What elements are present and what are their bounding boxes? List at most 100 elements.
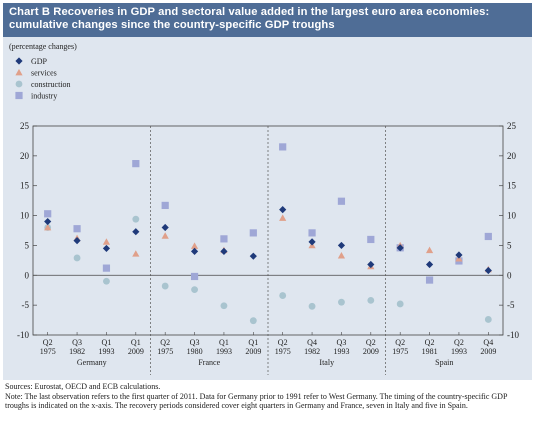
y-unit-label: (percentage changes) <box>9 42 77 51</box>
x-group-label: Spain <box>435 358 453 367</box>
x-group-label: Italy <box>319 358 334 367</box>
x-tick-quarter: Q2 <box>43 338 53 347</box>
point-GDP <box>220 247 228 255</box>
point-construction <box>132 215 140 223</box>
x-tick-year: 1993 <box>333 347 349 356</box>
chart-notes: Sources: Eurostat, OECD and ECB calculat… <box>5 382 530 411</box>
point-services <box>190 242 199 249</box>
legend-marker-GDP <box>15 57 23 65</box>
x-tick-year: 1993 <box>98 347 114 356</box>
point-GDP <box>190 247 199 255</box>
point-construction <box>73 254 81 262</box>
point-construction <box>338 298 345 306</box>
point-industry <box>337 197 346 205</box>
x-tick-year: 1982 <box>69 347 85 356</box>
x-tick-year: 1993 <box>216 347 232 356</box>
point-GDP <box>132 228 140 236</box>
point-services <box>132 250 140 257</box>
point-GDP <box>425 260 434 269</box>
point-GDP <box>73 237 81 245</box>
point-GDP <box>484 266 492 275</box>
point-industry <box>161 201 169 210</box>
point-construction <box>367 296 375 304</box>
point-industry <box>44 210 52 218</box>
point-construction <box>249 317 257 325</box>
x-tick-year: 2009 <box>128 347 144 356</box>
x-group-label: France <box>198 358 220 367</box>
y-tick-label-left: 20 <box>20 151 30 161</box>
legend-label-GDP: GDP <box>31 57 48 66</box>
x-tick-year: 1975 <box>40 347 56 356</box>
point-GDP <box>396 244 404 252</box>
y-tick-label-left: 15 <box>20 181 30 191</box>
x-tick-quarter: Q2 <box>366 338 376 347</box>
point-services <box>425 246 434 254</box>
point-industry <box>367 235 375 244</box>
point-construction <box>161 282 169 290</box>
point-GDP <box>279 206 287 214</box>
chart-title-line-2: cumulative changes since the country-spe… <box>9 19 335 31</box>
x-tick-quarter: Q2 <box>160 338 170 347</box>
point-GDP <box>44 217 52 226</box>
legend-label-industry: industry <box>31 92 57 101</box>
x-tick-year: 1981 <box>422 347 438 356</box>
point-industry <box>132 160 140 168</box>
point-GDP <box>102 244 111 253</box>
sources-text: Sources: Eurostat, OECD and ECB calculat… <box>5 382 161 391</box>
point-construction <box>191 286 198 294</box>
point-GDP <box>161 223 169 232</box>
point-industry <box>425 276 434 284</box>
point-services <box>279 214 287 221</box>
note-text: Note: The last observation refers to the… <box>5 391 508 411</box>
point-construction <box>396 300 404 308</box>
point-industry <box>190 272 199 281</box>
x-tick-year: 1982 <box>304 347 320 356</box>
y-tick-label-right: -5 <box>507 300 515 310</box>
x-group-label: Germany <box>77 358 107 367</box>
point-GDP <box>455 251 463 259</box>
point-services <box>161 232 169 239</box>
point-construction <box>484 316 492 323</box>
chart-svg: (percentage changes) GDP services construct… <box>9 42 519 375</box>
legend-label-construction: construction <box>31 80 71 89</box>
y-tick-label-left: 0 <box>25 270 30 280</box>
x-tick-year: 1975 <box>275 347 291 356</box>
x-tick-quarter: Q2 <box>395 338 405 347</box>
y-tick-label-right: -10 <box>507 330 519 340</box>
chart-title: Chart B Recoveries in GDP and sectoral v… <box>3 3 532 37</box>
point-industry <box>73 225 81 233</box>
y-tick-label-right: 5 <box>507 240 512 250</box>
x-tick-quarter: Q4 <box>483 338 493 347</box>
point-services <box>102 238 111 245</box>
y-tick-label-left: -5 <box>22 300 30 310</box>
y-tick-label-left: 25 <box>20 121 30 131</box>
x-tick-year: 2009 <box>480 347 496 356</box>
point-industry <box>220 235 228 243</box>
point-GDP <box>308 238 316 246</box>
legend-label-services: services <box>31 69 57 78</box>
point-GDP <box>367 260 375 269</box>
x-tick-quarter: Q4 <box>307 338 317 347</box>
point-industry <box>249 229 257 237</box>
x-tick-quarter: Q1 <box>219 338 229 347</box>
y-tick-label-right: 25 <box>507 121 517 131</box>
point-construction <box>279 292 287 300</box>
x-tick-year: 2009 <box>245 347 261 356</box>
y-tick-label-right: 20 <box>507 151 517 161</box>
x-tick-quarter: Q2 <box>454 338 464 347</box>
y-tick-label-left: 5 <box>25 240 30 250</box>
x-tick-year: 2009 <box>363 347 379 356</box>
point-GDP <box>249 252 257 260</box>
x-tick-quarter: Q1 <box>131 338 141 347</box>
y-tick-label-left: -10 <box>17 330 29 340</box>
legend-marker-construction <box>15 80 23 88</box>
point-GDP <box>337 241 346 250</box>
point-construction <box>103 277 110 285</box>
y-tick-label-right: 0 <box>507 270 512 280</box>
point-industry <box>308 229 316 237</box>
legend-marker-services <box>15 68 23 76</box>
point-industry <box>102 264 111 272</box>
x-tick-year: 1975 <box>392 347 408 356</box>
point-services <box>337 251 346 259</box>
